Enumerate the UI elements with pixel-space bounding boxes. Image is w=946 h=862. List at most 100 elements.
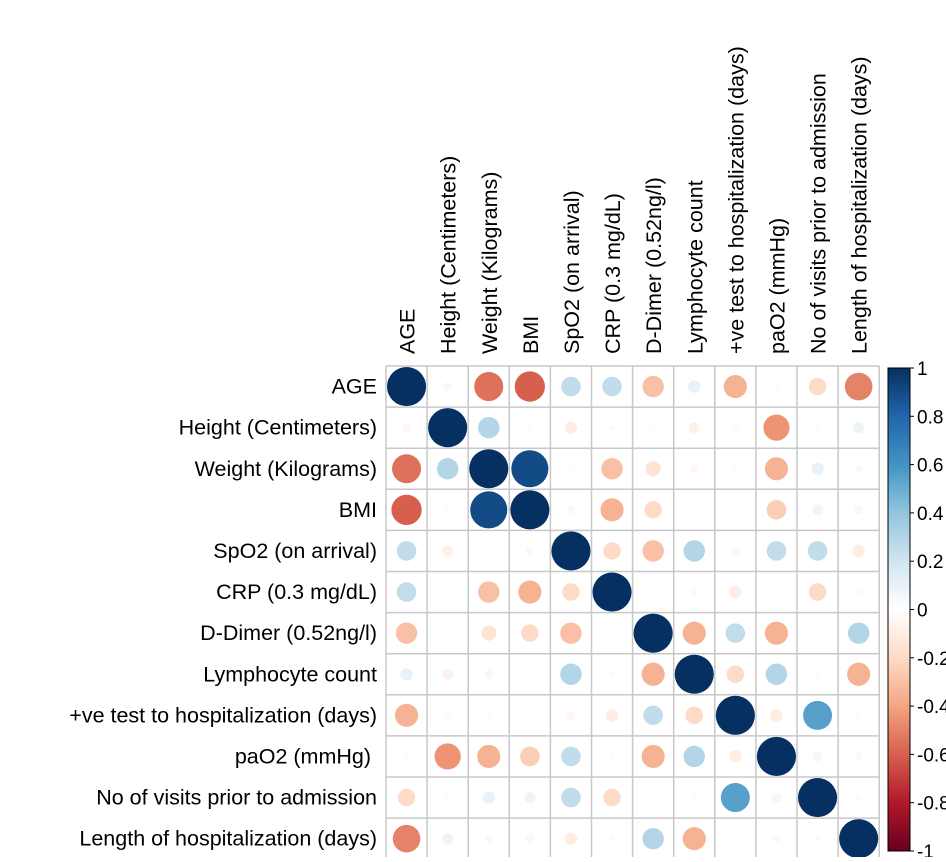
correlation-circle [608, 424, 616, 432]
correlation-circle [715, 695, 755, 735]
correlation-circle [443, 382, 453, 391]
correlation-circle [485, 712, 492, 719]
correlation-circle [730, 546, 740, 556]
row-label: No of visits prior to admission [96, 786, 377, 810]
column-labels: AGE Height (Centimeters) Weight (Kilograms… [396, 46, 872, 354]
colorbar-tick-label: 0.6 [917, 456, 943, 477]
correlation-circle [732, 835, 739, 842]
correlation-circle [560, 622, 582, 644]
correlation-circle [756, 736, 796, 776]
correlation-circle [688, 380, 701, 393]
correlation-circle [564, 421, 578, 434]
correlation-circle [560, 663, 582, 685]
correlation-circle [682, 621, 706, 645]
correlation-circle [520, 746, 540, 767]
correlation-circle [400, 668, 413, 681]
correlation-circle [481, 625, 497, 641]
correlation-circle [852, 544, 865, 558]
correlation-circle [771, 792, 782, 803]
correlation-circle [391, 494, 422, 525]
correlation-circle [561, 787, 581, 808]
correlation-circle [812, 751, 823, 762]
column-label: CRP (0.3 mg/dL) [601, 193, 625, 354]
correlation-circle [442, 668, 454, 680]
correlation-circle [773, 589, 780, 595]
grid-layer [385, 365, 880, 860]
correlation-circle [688, 422, 700, 434]
row-label: +ve test to hospitalization (days) [69, 703, 377, 727]
correlation-circle [605, 709, 619, 722]
correlation-circle [603, 542, 621, 560]
correlation-circle [641, 662, 665, 686]
correlation-circle [564, 832, 578, 845]
row-label: D-Dimer (0.52ng/l) [200, 621, 377, 645]
row-label: Weight (Kilograms) [195, 457, 377, 481]
column-label: Height (Centimeters) [437, 156, 461, 354]
correlation-circle [511, 450, 549, 488]
correlation-circle [609, 753, 615, 760]
correlation-circle [561, 746, 581, 767]
correlation-circle [770, 709, 783, 722]
column-label: SpO2 (on arrival) [560, 190, 584, 354]
column-label: No of visits prior to admission [807, 73, 831, 354]
correlation-circle [608, 670, 616, 678]
column-label: BMI [519, 316, 543, 354]
correlation-circle [798, 778, 838, 818]
correlation-circle [644, 501, 662, 519]
correlation-circle [392, 824, 421, 853]
correlation-circle [766, 541, 787, 561]
correlation-circle [524, 792, 536, 804]
correlation-circle [683, 745, 705, 768]
correlation-circle [853, 422, 865, 434]
correlation-circle [402, 423, 411, 433]
correlation-circle [642, 540, 664, 562]
correlation-circle [773, 383, 780, 390]
correlation-circle [603, 788, 621, 807]
correlation-circle [434, 743, 461, 770]
correlation-circle [641, 744, 665, 769]
correlation-circle [854, 505, 864, 515]
correlation-circle [521, 624, 539, 642]
correlation-circle [633, 613, 673, 653]
correlation-circle [403, 753, 410, 760]
correlation-circle [814, 671, 821, 678]
colorbar-tick-label: -1 [917, 842, 934, 857]
correlation-circle [568, 465, 574, 472]
colorbar-gradient [887, 367, 911, 852]
correlation-circle [477, 744, 501, 769]
colorbar-tick-label: 0.2 [917, 552, 943, 573]
correlation-circle [395, 622, 418, 644]
row-label: Length of hospitalization (days) [79, 827, 377, 851]
correlation-circle [729, 585, 742, 599]
correlation-circle [436, 458, 459, 480]
correlation-circle [642, 375, 664, 398]
correlation-circle [854, 464, 863, 473]
colorbar-tick-label: -0.2 [917, 649, 946, 670]
correlation-circle [525, 547, 534, 555]
correlation-circle [808, 377, 827, 396]
row-labels: AGE Height (Centimeters) Weight (Kilograms… [69, 375, 377, 851]
correlation-circle [723, 374, 747, 399]
correlation-circle [808, 583, 827, 601]
correlation-circle [674, 654, 714, 694]
correlation-circle [814, 835, 821, 843]
correlation-circle [474, 372, 504, 402]
correlation-circle [482, 791, 495, 804]
colorbar: 1 0.8 0.6 0.4 0.2 0 -0.2 -0.4 -0.6 -0.8 -1 [887, 359, 946, 862]
correlation-circle [514, 371, 545, 402]
correlation-circle [764, 457, 789, 481]
correlation-circle [720, 783, 750, 813]
correlation-circle [650, 424, 656, 431]
correlation-circle [396, 582, 417, 602]
correlation-circle [689, 464, 699, 474]
correlation-circle [844, 372, 873, 401]
correlation-circle [601, 458, 623, 480]
correlation-circle [444, 589, 451, 595]
column-label: Length of hospitalization (days) [848, 56, 872, 354]
correlation-circle [567, 505, 575, 514]
column-label: Lymphocyte count [683, 180, 707, 354]
correlation-circle [839, 819, 879, 859]
correlation-circle [685, 706, 703, 725]
